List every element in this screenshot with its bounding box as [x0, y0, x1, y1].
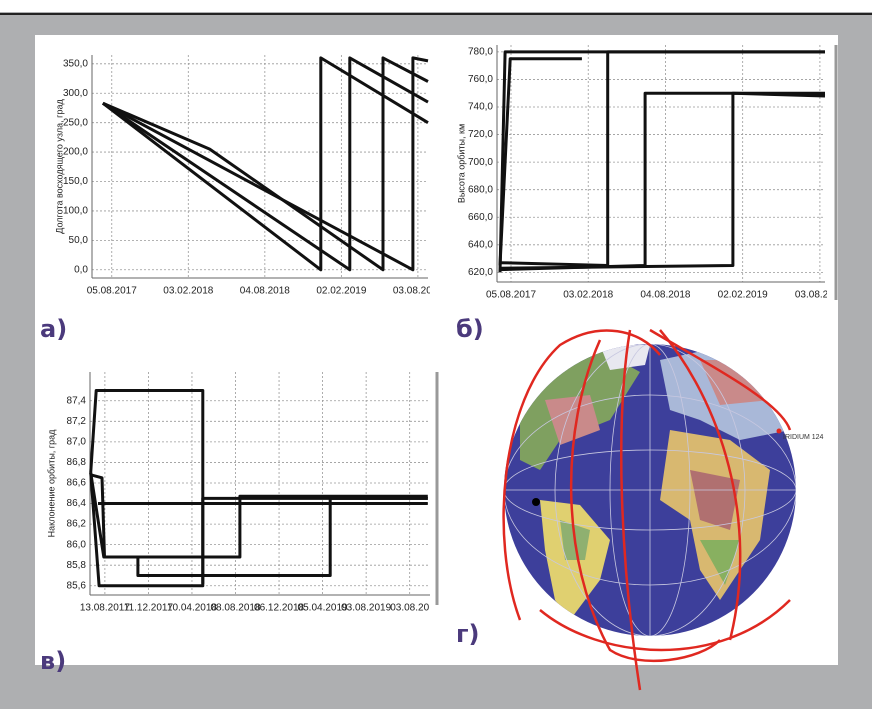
y-tick-label: 0,0 — [74, 264, 88, 275]
y-tick-label: 740,0 — [468, 102, 493, 113]
y-axis-title: Высота орбиты, км — [456, 124, 466, 203]
y-tick-label: 87,4 — [67, 395, 87, 406]
y-tick-label: 50,0 — [69, 235, 89, 246]
y-tick-label: 300,0 — [63, 88, 88, 99]
y-tick-label: 350,0 — [63, 58, 88, 69]
x-tick-label: 04.08.2018 — [240, 286, 290, 297]
satellite-marker — [777, 429, 782, 434]
y-tick-label: 200,0 — [63, 147, 88, 158]
y-tick-label: 620,0 — [468, 267, 493, 278]
y-tick-label: 87,2 — [67, 416, 87, 427]
y-tick-label: 780,0 — [468, 47, 493, 58]
y-tick-label: 86,2 — [67, 519, 87, 530]
y-tick-label: 100,0 — [63, 206, 88, 217]
y-tick-label: 86,6 — [67, 478, 87, 489]
y-tick-label: 660,0 — [468, 212, 493, 223]
panel-label: а) — [40, 315, 67, 343]
panel-label: б) — [456, 315, 484, 343]
y-axis-title: Наклонение орбиты, град — [46, 429, 56, 537]
panel-label: г) — [456, 620, 480, 648]
x-tick-label: 04.08.2018 — [640, 290, 690, 301]
x-tick-label: 03.02.2018 — [563, 290, 613, 301]
globe-label: IRIDIUM 124 — [783, 434, 824, 441]
y-tick-label: 760,0 — [468, 74, 493, 85]
x-tick-label: 03.08.20 — [390, 603, 429, 614]
y-tick-label: 86,4 — [67, 498, 87, 509]
x-tick-label: 03.08.2019 — [341, 603, 391, 614]
y-tick-label: 700,0 — [468, 157, 493, 168]
x-tick-label: 05.08.2017 — [87, 286, 137, 297]
y-tick-label: 250,0 — [63, 117, 88, 128]
figure: IRIDIUM 124 а) б) в) г) 0,0 50,0 100,0 150,… — [0, 0, 872, 704]
panel-label: в) — [40, 647, 66, 675]
y-tick-label: 680,0 — [468, 184, 493, 195]
y-tick-label: 85,8 — [67, 560, 87, 571]
x-tick-label: 02.02.2019 — [718, 290, 768, 301]
y-tick-label: 150,0 — [63, 176, 88, 187]
x-tick-label: 13.08.2017 — [80, 603, 130, 614]
x-tick-label: 03.02.2018 — [163, 286, 213, 297]
x-axis: 13.08.201711.12.201710.04.201808.08.2018… — [80, 603, 430, 614]
y-tick-label: 720,0 — [468, 129, 493, 140]
satellite-dot — [532, 498, 540, 506]
x-tick-label: 02.02.2019 — [316, 286, 366, 297]
y-tick-label: 86,8 — [67, 457, 87, 468]
top-strip — [0, 0, 872, 12]
y-tick-label: 640,0 — [468, 239, 493, 250]
y-tick-label: 85,6 — [67, 580, 87, 591]
y-tick-label: 86,0 — [67, 539, 87, 550]
x-tick-label: 05.08.2017 — [486, 290, 536, 301]
y-axis-title: Долгота восходящего узла, град — [54, 99, 64, 234]
y-tick-label: 87,0 — [67, 437, 87, 448]
